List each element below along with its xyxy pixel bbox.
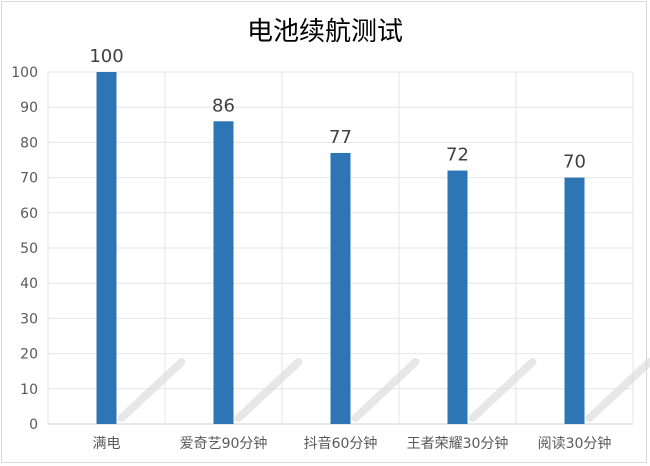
bar-shadow — [585, 358, 650, 422]
bar — [96, 72, 117, 424]
bar — [330, 152, 351, 424]
y-tick-label: 80 — [20, 135, 38, 151]
x-tick-label: 王者荣耀30分钟 — [407, 435, 509, 452]
y-tick-label: 100 — [11, 65, 38, 81]
y-tick-label: 30 — [20, 311, 38, 327]
data-label: 100 — [89, 46, 123, 67]
bar — [564, 177, 585, 424]
data-label: 72 — [446, 145, 469, 166]
y-tick-label: 20 — [20, 347, 38, 363]
bar-shadow — [351, 358, 420, 422]
y-tick-label: 0 — [29, 417, 38, 433]
y-tick-label: 50 — [20, 241, 38, 257]
y-tick-label: 60 — [20, 206, 38, 222]
data-label: 77 — [329, 127, 352, 148]
bar-shadow — [468, 358, 537, 422]
x-tick-label: 满电 — [93, 436, 121, 452]
data-label: 70 — [563, 152, 586, 173]
x-tick-label: 阅读30分钟 — [538, 435, 612, 452]
bar — [447, 170, 468, 424]
bar — [213, 121, 234, 424]
bar-shadow — [234, 358, 303, 422]
y-tick-label: 90 — [20, 100, 38, 116]
y-tick-label: 40 — [20, 276, 38, 292]
x-tick-label: 爱奇艺90分钟 — [180, 435, 268, 452]
x-tick-label: 抖音60分钟 — [304, 435, 378, 452]
data-label: 86 — [212, 95, 235, 116]
y-tick-label: 10 — [20, 382, 38, 398]
y-tick-label: 70 — [20, 171, 38, 187]
bar-shadow — [117, 358, 186, 422]
chart-title: 电池续航测试 — [247, 17, 403, 47]
